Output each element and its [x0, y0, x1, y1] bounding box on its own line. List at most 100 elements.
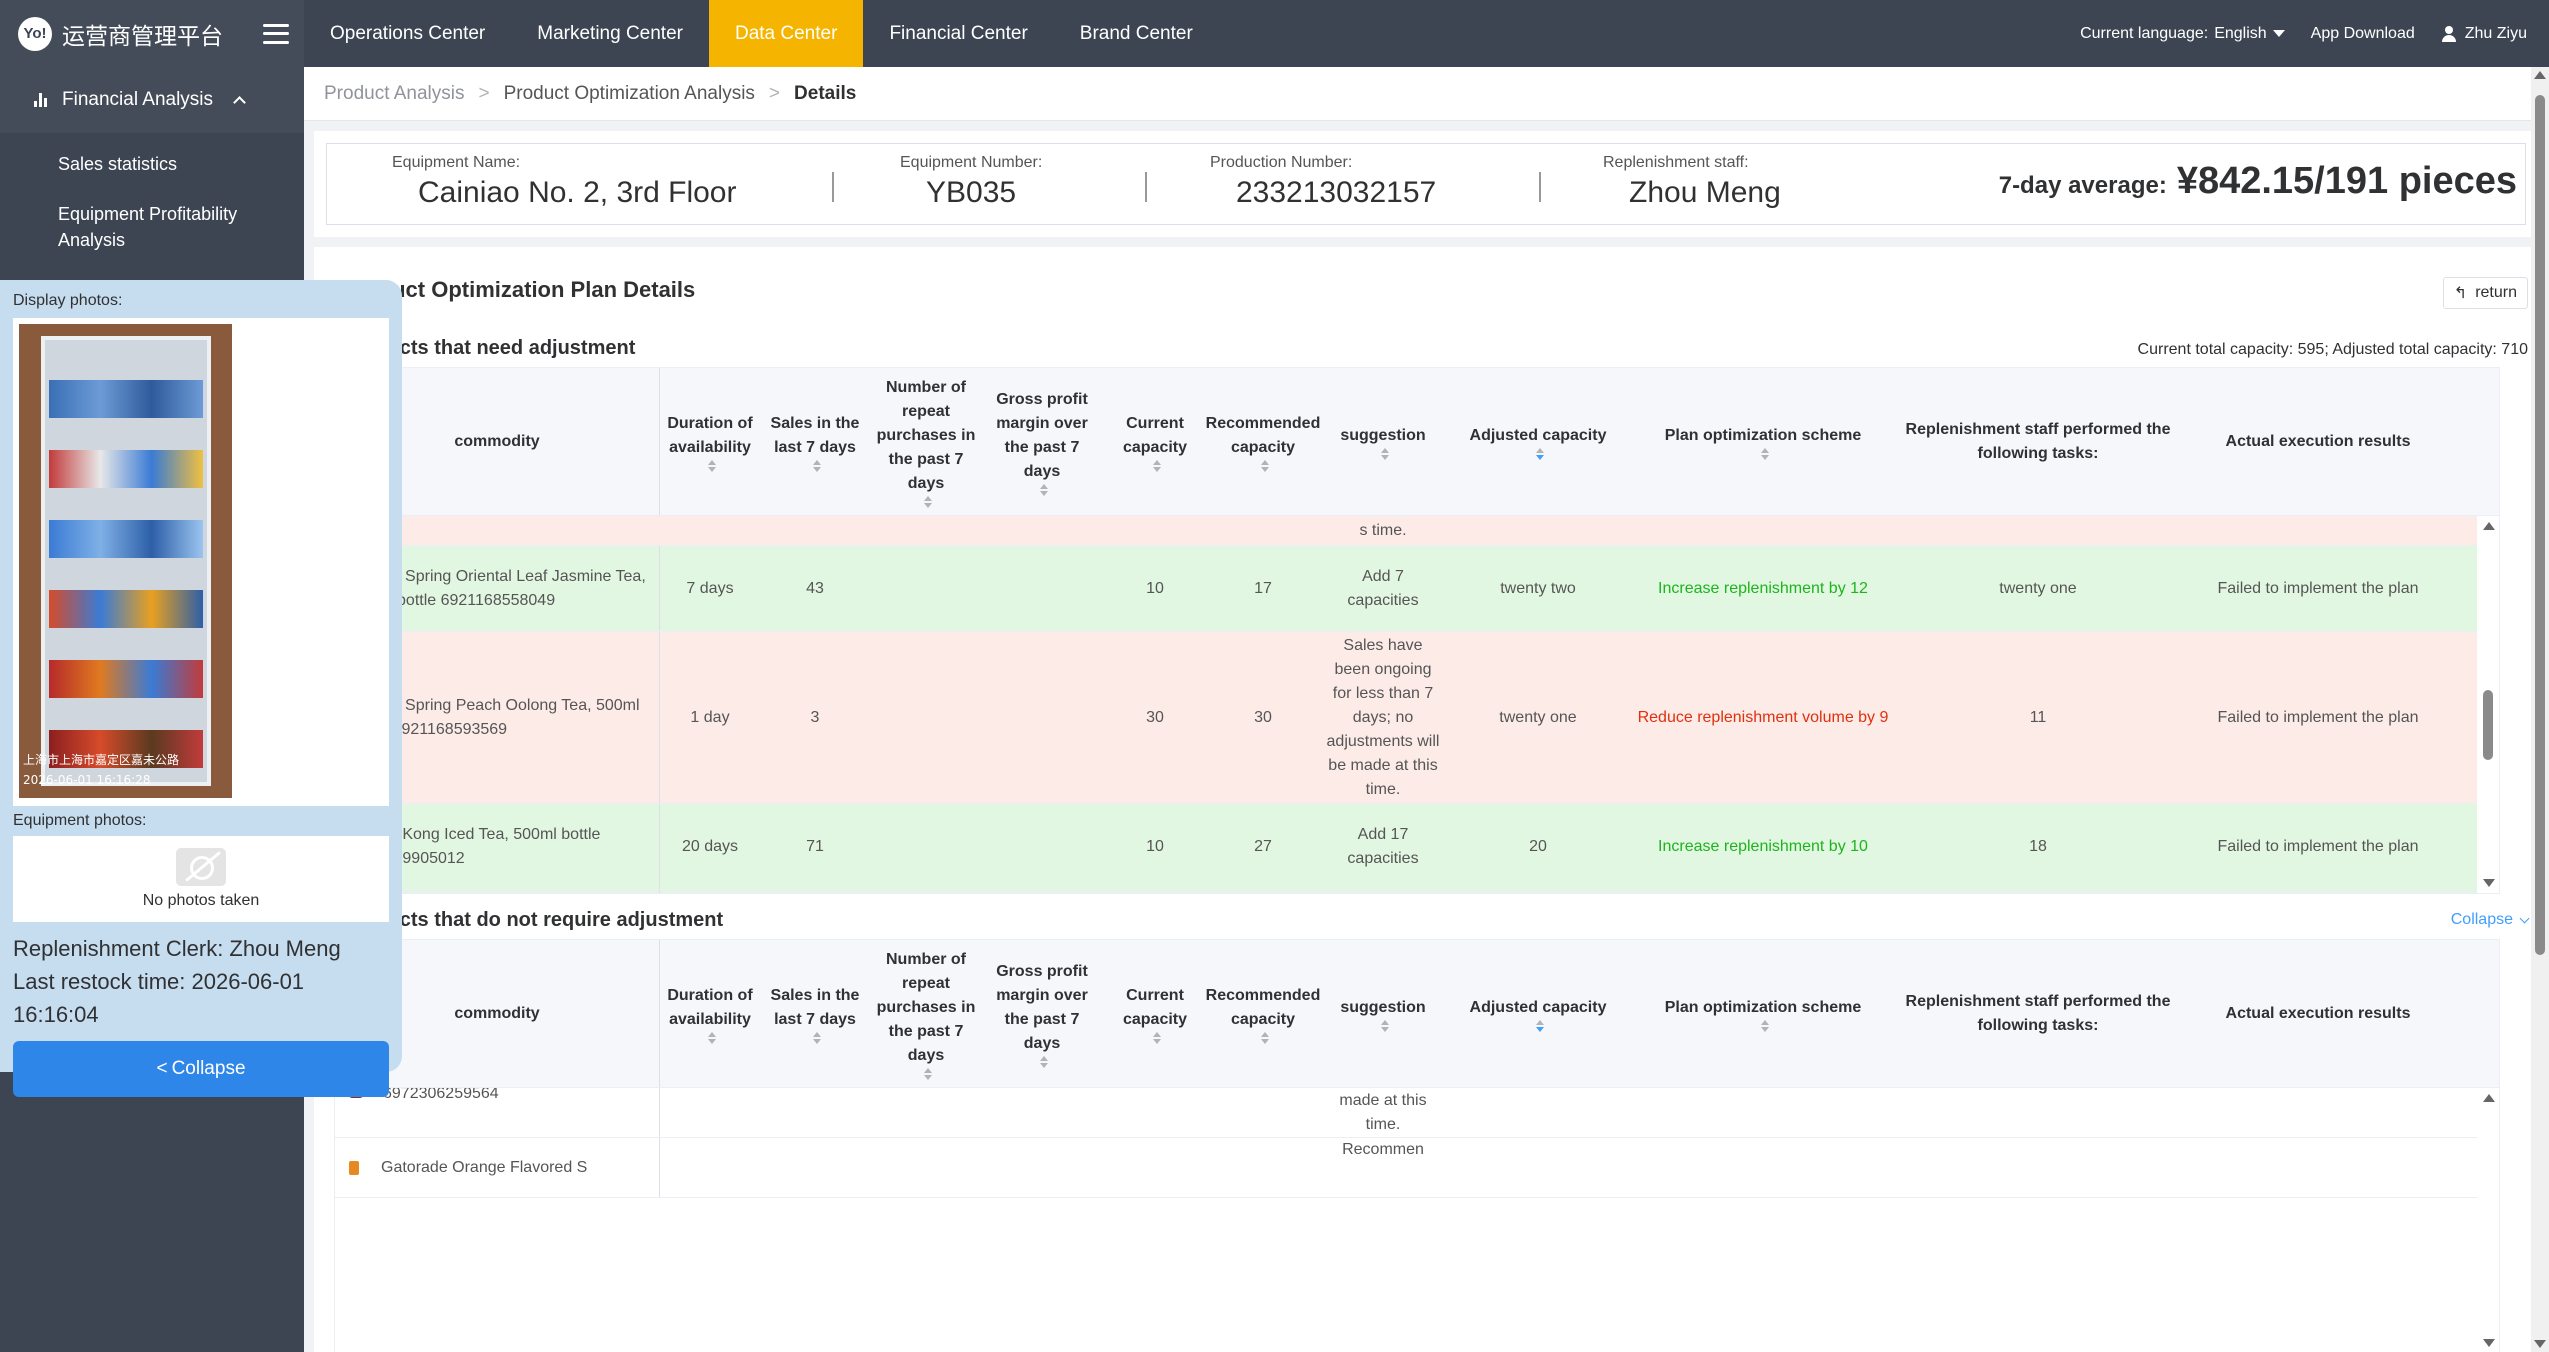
nav-marketing-center[interactable]: Marketing Center — [537, 23, 683, 44]
col-suggestion[interactable]: suggestion — [1318, 940, 1448, 1087]
col-repeat[interactable]: Number of repeat purchases in the past 7… — [870, 940, 982, 1087]
app-download-link[interactable]: App Download — [2310, 24, 2415, 42]
col-repeat[interactable]: Number of repeat purchases in the past 7… — [870, 368, 982, 515]
display-photo[interactable]: 上海市上海市嘉定区嘉未公路 2026-06-01 16:16:28 — [19, 324, 232, 798]
sort-icon[interactable] — [1040, 1055, 1048, 1068]
sidebar-group-financial-analysis[interactable]: Financial Analysis — [0, 67, 304, 133]
page-scrollbar[interactable] — [2531, 67, 2549, 1352]
collapse-button-label: Collapse — [171, 1058, 246, 1079]
scroll-down-icon[interactable] — [2534, 1340, 2546, 1348]
col-scheme[interactable]: Plan optimization scheme — [1628, 368, 1898, 515]
col-sales[interactable]: Sales in the last 7 days — [760, 368, 870, 515]
sort-icon[interactable] — [708, 1031, 716, 1044]
equipment-name-value: Cainiao No. 2, 3rd Floor — [418, 176, 737, 209]
return-button[interactable]: ↰ return — [2442, 277, 2528, 309]
breadcrumb-product-analysis[interactable]: Product Analysis — [324, 82, 465, 104]
sort-icon[interactable] — [1261, 1031, 1269, 1044]
photo-timestamp: 上海市上海市嘉定区嘉未公路 2026-06-01 16:16:28 — [23, 750, 179, 790]
sort-icon[interactable] — [1536, 447, 1544, 460]
table-row: Master Kong Iced Tea, 500ml bottle 69204… — [335, 804, 2499, 890]
equipment-number-label: Equipment Number: — [900, 154, 1043, 171]
no-adjust-table-body: 6972306259564 ents will be made at this … — [335, 1088, 2499, 1352]
sort-icon[interactable] — [924, 1067, 932, 1080]
shelf — [49, 380, 203, 418]
recommended-capacity-cell: 17 — [1254, 579, 1272, 597]
scroll-down-icon[interactable] — [2483, 879, 2495, 887]
sort-icon[interactable] — [1040, 483, 1048, 496]
scroll-up-icon[interactable] — [2483, 522, 2495, 530]
shelf — [49, 450, 203, 488]
collapse-panel-button[interactable]: < Collapse — [13, 1041, 389, 1097]
sidebar-group-label: Financial Analysis — [62, 89, 214, 110]
sidebar-item-equipment-profitability[interactable]: Equipment Profitability Analysis — [58, 204, 238, 250]
scroll-up-icon[interactable] — [2534, 71, 2546, 79]
current-capacity-cell: 10 — [1146, 579, 1164, 597]
col-sales-label: Sales in the last 7 days — [770, 986, 860, 1028]
col-recommended[interactable]: Recommended capacity — [1205, 940, 1321, 1087]
equipment-number-field: Equipment Number: YB035 — [900, 154, 1042, 210]
col-recommended[interactable]: Recommended capacity — [1206, 368, 1320, 515]
sales-cell: 3 — [810, 708, 820, 726]
sidebar-item-sales-statistics[interactable]: Sales statistics — [58, 154, 178, 174]
scroll-down-icon[interactable] — [2483, 1339, 2495, 1347]
sort-icon[interactable] — [924, 495, 932, 508]
user-menu[interactable]: Zhu Ziyu — [2441, 25, 2527, 43]
sort-icon[interactable] — [813, 459, 821, 472]
seven-day-average-value: ¥842.15/191 pieces — [2176, 160, 2517, 202]
nav-operations-center[interactable]: Operations Center — [330, 23, 486, 44]
table-scrollbar[interactable] — [2477, 516, 2499, 893]
commodity-cell: Pulse Lime Flavor Bottled 600ml 69025380… — [335, 890, 660, 893]
col-duration[interactable]: Duration of availability — [660, 940, 760, 1087]
collapse-link[interactable]: Collapse — [2451, 911, 2530, 929]
sort-icon[interactable] — [1261, 459, 1269, 472]
result-cell: Failed to implement the plan — [2217, 579, 2419, 597]
gross-cell — [982, 632, 1102, 803]
col-duration[interactable]: Duration of availability — [660, 368, 760, 515]
breadcrumb-separator: > — [768, 82, 781, 104]
sort-icon[interactable] — [813, 1031, 821, 1044]
sort-icon[interactable] — [1761, 447, 1769, 460]
recommended-capacity-cell: 27 — [1254, 837, 1272, 855]
language-selector[interactable]: Current language: English — [2080, 25, 2285, 43]
duration-cell: 20 days — [681, 837, 739, 855]
commodity-text: Gatorade Orange Flavored S — [381, 1158, 588, 1176]
adjusted-capacity-cell: twenty one — [1499, 708, 1577, 726]
col-gross[interactable]: Gross profit margin over the past 7 days — [982, 940, 1102, 1087]
sort-icon[interactable] — [1381, 447, 1389, 460]
nav-brand-center[interactable]: Brand Center — [1079, 23, 1193, 44]
breadcrumb-product-optimization[interactable]: Product Optimization Analysis — [503, 82, 755, 104]
scroll-thumb[interactable] — [2483, 690, 2493, 760]
sort-icon[interactable] — [1153, 459, 1161, 472]
production-number-field: Production Number: 233213032157 — [1210, 154, 1436, 210]
col-tasks: Replenishment staff performed the follow… — [1905, 992, 2171, 1034]
col-current[interactable]: Current capacity — [1102, 368, 1208, 515]
nav-financial-center[interactable]: Financial Center — [889, 23, 1028, 44]
scroll-up-icon[interactable] — [2483, 1094, 2495, 1102]
scroll-thumb[interactable] — [2535, 95, 2545, 955]
col-suggestion[interactable]: suggestion — [1318, 368, 1448, 515]
col-sales[interactable]: Sales in the last 7 days — [760, 940, 870, 1087]
col-adjusted[interactable]: Adjusted capacity — [1448, 368, 1628, 515]
col-current[interactable]: Current capacity — [1102, 940, 1208, 1087]
nav-data-center[interactable]: Data Center — [708, 0, 864, 67]
current-capacity-cell: 30 — [1146, 708, 1164, 726]
no-camera-icon — [176, 848, 226, 886]
sort-icon[interactable] — [1536, 1019, 1544, 1032]
sort-icon[interactable] — [1381, 1019, 1389, 1032]
col-gross[interactable]: Gross profit margin over the past 7 days — [982, 368, 1102, 515]
table-scrollbar[interactable] — [2477, 1088, 2499, 1352]
gross-cell — [982, 546, 1102, 631]
col-scheme[interactable]: Plan optimization scheme — [1628, 940, 1898, 1087]
sort-icon[interactable] — [708, 459, 716, 472]
suggestion-cell: Add 17 capacities — [1347, 825, 1419, 867]
menu-toggle-icon[interactable] — [263, 23, 289, 44]
col-gross-label: Gross profit margin over the past 7 days — [996, 962, 1088, 1052]
main-content: Product Analysis > Product Optimization … — [304, 67, 2549, 1352]
col-recommended-label: Recommended capacity — [1205, 986, 1321, 1028]
sales-cell: 71 — [806, 837, 824, 855]
sort-icon[interactable] — [1761, 1019, 1769, 1032]
user-icon — [2441, 25, 2457, 42]
col-adjusted[interactable]: Adjusted capacity — [1448, 940, 1628, 1087]
production-number-label: Production Number: — [1210, 154, 1353, 171]
sort-icon[interactable] — [1153, 1031, 1161, 1044]
